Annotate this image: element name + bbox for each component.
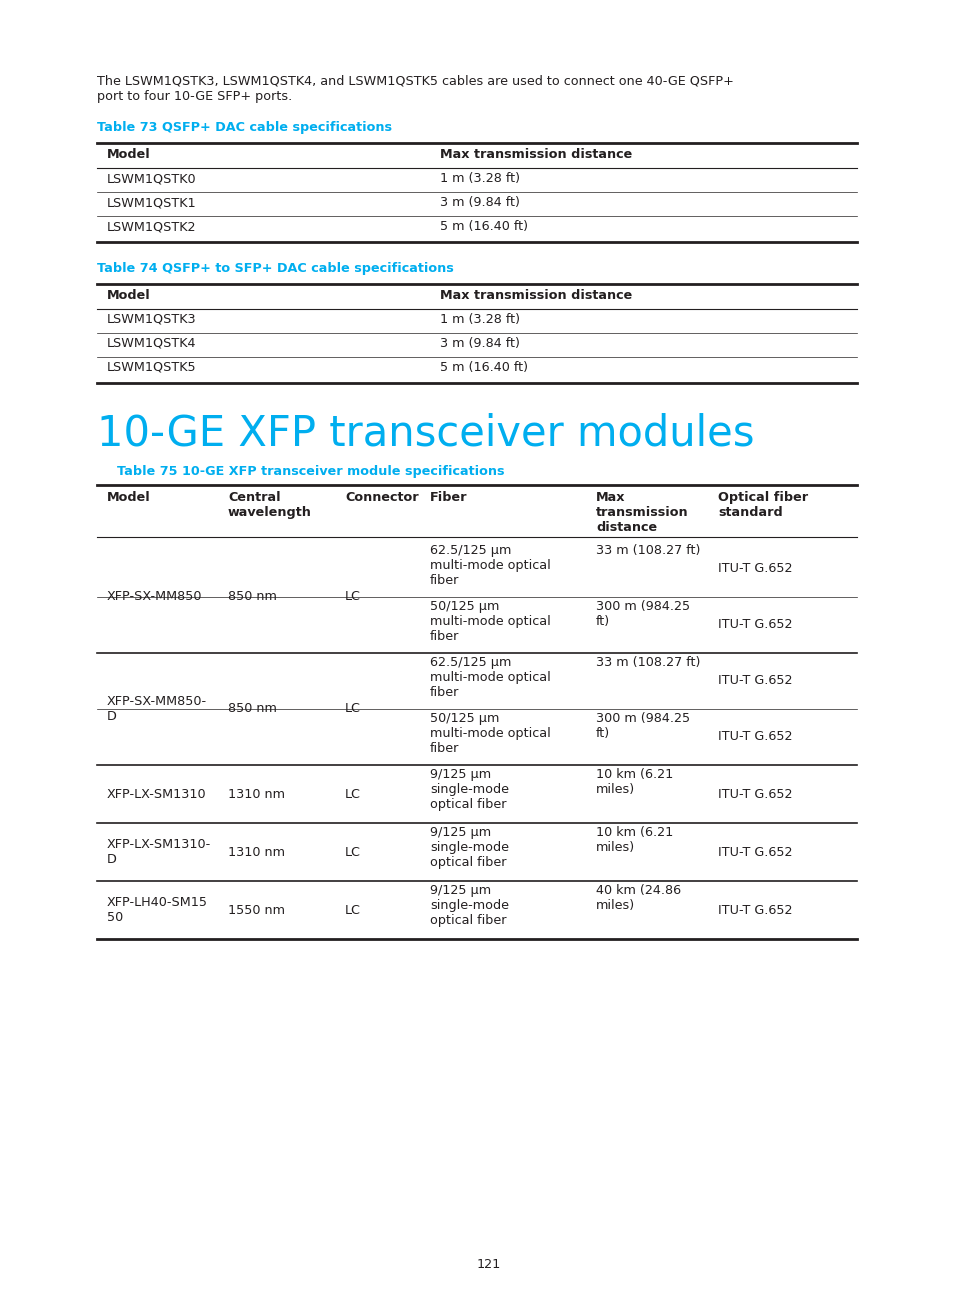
Text: 62.5/125 μm
multi-mode optical
fiber: 62.5/125 μm multi-mode optical fiber: [430, 656, 550, 699]
Text: ITU-T G.652: ITU-T G.652: [718, 788, 792, 801]
Text: Model: Model: [107, 148, 151, 161]
Text: 300 m (984.25
ft): 300 m (984.25 ft): [596, 600, 689, 629]
Text: 850 nm: 850 nm: [228, 702, 276, 715]
Text: Table 74 QSFP+ to SFP+ DAC cable specifications: Table 74 QSFP+ to SFP+ DAC cable specifi…: [97, 262, 454, 275]
Text: Model: Model: [107, 289, 151, 302]
Text: LSWM1QSTK2: LSWM1QSTK2: [107, 220, 196, 233]
Text: XFP-LX-SM1310: XFP-LX-SM1310: [107, 788, 207, 801]
Text: 33 m (108.27 ft): 33 m (108.27 ft): [596, 656, 700, 669]
Text: Fiber: Fiber: [430, 491, 467, 504]
Text: XFP-LH40-SM15
50: XFP-LH40-SM15 50: [107, 896, 208, 924]
Text: LC: LC: [345, 591, 360, 604]
Text: XFP-SX-MM850-
D: XFP-SX-MM850- D: [107, 695, 207, 723]
Text: 300 m (984.25
ft): 300 m (984.25 ft): [596, 712, 689, 740]
Text: ITU-T G.652: ITU-T G.652: [718, 618, 792, 631]
Text: 3 m (9.84 ft): 3 m (9.84 ft): [439, 337, 519, 350]
Text: 9/125 μm
single-mode
optical fiber: 9/125 μm single-mode optical fiber: [430, 884, 509, 927]
Text: 5 m (16.40 ft): 5 m (16.40 ft): [439, 362, 527, 375]
Text: ITU-T G.652: ITU-T G.652: [718, 674, 792, 687]
Text: LSWM1QSTK3: LSWM1QSTK3: [107, 314, 196, 327]
Text: Table 73 QSFP+ DAC cable specifications: Table 73 QSFP+ DAC cable specifications: [97, 121, 392, 133]
Text: 5 m (16.40 ft): 5 m (16.40 ft): [439, 220, 527, 233]
Text: 1310 nm: 1310 nm: [228, 788, 285, 801]
Text: 50/125 μm
multi-mode optical
fiber: 50/125 μm multi-mode optical fiber: [430, 600, 550, 643]
Text: Optical fiber
standard: Optical fiber standard: [718, 491, 807, 518]
Text: Model: Model: [107, 491, 151, 504]
Text: 1 m (3.28 ft): 1 m (3.28 ft): [439, 314, 519, 327]
Text: 121: 121: [476, 1258, 500, 1271]
Text: 3 m (9.84 ft): 3 m (9.84 ft): [439, 196, 519, 209]
Text: LC: LC: [345, 702, 360, 715]
Text: Max transmission distance: Max transmission distance: [439, 289, 632, 302]
Text: 1 m (3.28 ft): 1 m (3.28 ft): [439, 172, 519, 185]
Text: XFP-SX-MM850: XFP-SX-MM850: [107, 591, 202, 604]
Text: 10-GE XFP transceiver modules: 10-GE XFP transceiver modules: [97, 413, 754, 455]
Text: 62.5/125 μm
multi-mode optical
fiber: 62.5/125 μm multi-mode optical fiber: [430, 544, 550, 587]
Text: XFP-LX-SM1310-
D: XFP-LX-SM1310- D: [107, 839, 211, 866]
Text: 9/125 μm
single-mode
optical fiber: 9/125 μm single-mode optical fiber: [430, 826, 509, 870]
Text: 9/125 μm
single-mode
optical fiber: 9/125 μm single-mode optical fiber: [430, 769, 509, 811]
Text: Central
wavelength: Central wavelength: [228, 491, 312, 518]
Text: ITU-T G.652: ITU-T G.652: [718, 731, 792, 744]
Text: LSWM1QSTK5: LSWM1QSTK5: [107, 362, 196, 375]
Text: LC: LC: [345, 903, 360, 916]
Text: 10 km (6.21
miles): 10 km (6.21 miles): [596, 826, 673, 854]
Text: 1310 nm: 1310 nm: [228, 845, 285, 858]
Text: 10 km (6.21
miles): 10 km (6.21 miles): [596, 769, 673, 796]
Text: ITU-T G.652: ITU-T G.652: [718, 845, 792, 858]
Text: LSWM1QSTK4: LSWM1QSTK4: [107, 337, 196, 350]
Text: 33 m (108.27 ft): 33 m (108.27 ft): [596, 544, 700, 557]
Text: 50/125 μm
multi-mode optical
fiber: 50/125 μm multi-mode optical fiber: [430, 712, 550, 756]
Text: LSWM1QSTK1: LSWM1QSTK1: [107, 196, 196, 209]
Text: 850 nm: 850 nm: [228, 591, 276, 604]
Text: LC: LC: [345, 845, 360, 858]
Text: LC: LC: [345, 788, 360, 801]
Text: ITU-T G.652: ITU-T G.652: [718, 903, 792, 916]
Text: Max
transmission
distance: Max transmission distance: [596, 491, 688, 534]
Text: The LSWM1QSTK3, LSWM1QSTK4, and LSWM1QSTK5 cables are used to connect one 40-GE : The LSWM1QSTK3, LSWM1QSTK4, and LSWM1QST…: [97, 75, 733, 102]
Text: Table 75 10-GE XFP transceiver module specifications: Table 75 10-GE XFP transceiver module sp…: [117, 465, 504, 478]
Text: 1550 nm: 1550 nm: [228, 903, 285, 916]
Text: LSWM1QSTK0: LSWM1QSTK0: [107, 172, 196, 185]
Text: Connector: Connector: [345, 491, 418, 504]
Text: 40 km (24.86
miles): 40 km (24.86 miles): [596, 884, 680, 912]
Text: Max transmission distance: Max transmission distance: [439, 148, 632, 161]
Text: ITU-T G.652: ITU-T G.652: [718, 562, 792, 575]
